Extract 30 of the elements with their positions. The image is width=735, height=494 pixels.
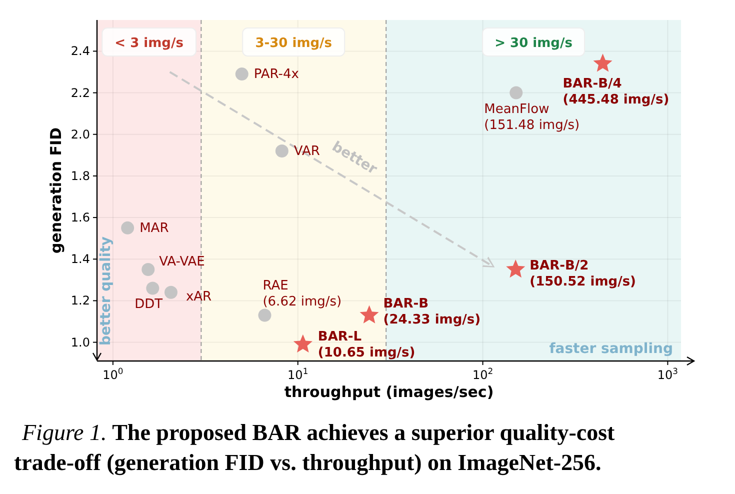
annotation: PAR-4x xyxy=(254,67,300,82)
annotation: MAR xyxy=(140,220,169,236)
band-label: > 30 img/s xyxy=(494,36,573,51)
annotation: BAR-B (24.33 img/s) xyxy=(383,296,481,328)
y-tick-label: 1.6 xyxy=(70,210,90,225)
annotation: xAR xyxy=(186,289,212,304)
annotation: better quality xyxy=(98,236,114,346)
y-tick-label: 2.4 xyxy=(70,44,90,58)
x-axis-title: throughput (images/sec) xyxy=(284,383,494,401)
x-tick-label: 10$^{1}$ xyxy=(288,366,308,382)
annotation: VA-VAE xyxy=(159,254,205,270)
band-label: 3-30 img/s xyxy=(255,36,332,51)
caption: Figure 1. The proposed BAR achieves a superior quality-cost trade-off (generation FID vs. throughput) on ImageNet-256. xyxy=(14,420,616,476)
y-tick-label: 2.2 xyxy=(70,86,90,100)
annotation: faster sampling xyxy=(549,341,673,357)
annotation: DDT xyxy=(134,297,163,312)
y-axis-title: generation FID xyxy=(47,127,65,254)
y-tick-label: 1.4 xyxy=(70,252,90,266)
x-tick-label: 10$^{3}$ xyxy=(657,366,678,382)
annotation: VAR xyxy=(294,144,320,159)
y-tick-label: 1.2 xyxy=(70,294,90,308)
band-label: < 3 img/s xyxy=(114,36,184,51)
x-tick-label: 10$^{0}$ xyxy=(102,366,124,382)
annotation: RAE (6.62 img/s) xyxy=(262,278,342,310)
y-tick-label: 1.8 xyxy=(70,168,90,183)
y-tick-label: 1.0 xyxy=(70,335,90,350)
x-tick-label: 10$^{2}$ xyxy=(472,366,494,382)
annotation: BAR-L (10.65 img/s) xyxy=(318,329,416,360)
annotation: BAR-B/2 (150.52 img/s) xyxy=(530,258,636,290)
y-tick-label: 2.0 xyxy=(70,127,90,142)
